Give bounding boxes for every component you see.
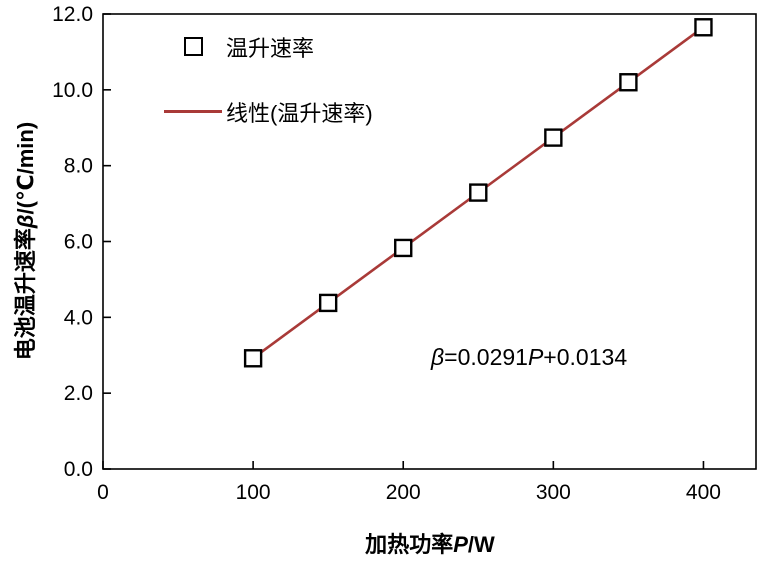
data-point-marker [243, 349, 263, 368]
x-tick-label: 0 [97, 481, 109, 504]
legend-item-line: 线性(温升速率) [160, 89, 373, 134]
y-tick-label: 0.0 [64, 458, 93, 481]
legend-label-line: 线性(温升速率) [226, 100, 373, 126]
legend-marker-cell [160, 37, 226, 56]
y-tick-label: 4.0 [64, 306, 93, 329]
data-point-marker [318, 293, 338, 313]
legend-item-scatter: 温升速率 [160, 24, 373, 69]
fit-equation-annotation: β=0.0291P+0.0134 [431, 344, 628, 370]
y-tick-label: 2.0 [64, 382, 93, 405]
y-tick-label: 8.0 [64, 155, 93, 178]
legend-label-scatter: 温升速率 [226, 35, 315, 61]
y-tick-label: 6.0 [64, 231, 93, 254]
data-point-marker [694, 18, 713, 37]
y-tick-label: 12.0 [52, 3, 93, 26]
y-tick-label: 10.0 [52, 79, 93, 102]
x-axis-label: 加热功率P/W [365, 532, 495, 557]
data-point-marker [544, 128, 563, 147]
data-point-marker [394, 238, 413, 258]
x-tick-label: 200 [386, 481, 421, 504]
x-tick-label: 100 [236, 481, 271, 504]
open-square-marker-icon [183, 37, 203, 56]
y-axis-label: 电池温升速率β/(℃/min) [13, 121, 38, 361]
data-point-marker [619, 73, 638, 92]
legend-marker-cell [160, 110, 226, 113]
legend: 温升速率 线性(温升速率) [160, 24, 373, 134]
x-tick-label: 300 [536, 481, 571, 504]
x-tick-label: 400 [686, 481, 721, 504]
line-marker-icon [164, 110, 222, 113]
data-point-marker [469, 183, 488, 202]
